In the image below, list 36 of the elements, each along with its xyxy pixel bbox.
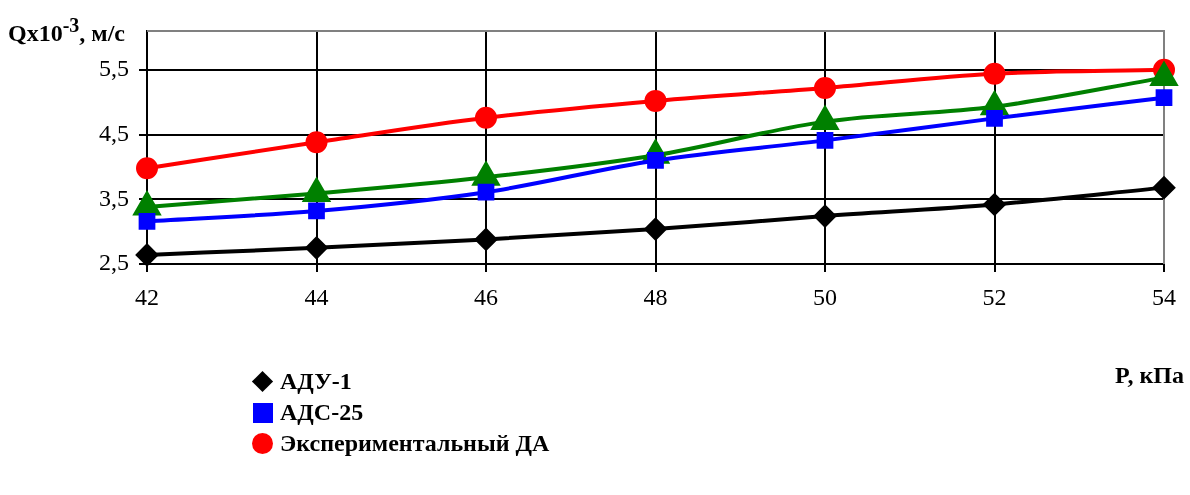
y-tick-label: 5,5 <box>99 55 129 82</box>
legend-label: Экспериментальный ДА <box>280 429 550 458</box>
point <box>644 218 667 241</box>
x-axis-title: P, кПа <box>1115 362 1184 389</box>
point <box>475 228 497 251</box>
point <box>477 183 495 201</box>
x-tick-label: 48 <box>643 283 668 310</box>
point <box>986 110 1003 127</box>
point <box>647 152 664 169</box>
point <box>1155 89 1173 107</box>
point <box>136 243 158 266</box>
point <box>814 76 836 99</box>
point <box>136 157 158 180</box>
legend-label: АДУ-1 <box>280 367 352 396</box>
x-tick-label: 42 <box>135 283 159 310</box>
y-tick-label: 2,5 <box>99 249 129 276</box>
x-tick-label: 44 <box>304 283 329 310</box>
point <box>814 205 836 228</box>
y-axis-title: Qx10$^{-3}$, м/с <box>8 14 126 47</box>
point <box>983 62 1006 85</box>
point <box>475 106 497 129</box>
x-tick-label: 50 <box>813 283 837 310</box>
point <box>1153 176 1175 199</box>
point <box>308 202 325 220</box>
x-tick-label: 46 <box>474 283 498 310</box>
legend-label: АДС-25 <box>280 398 364 427</box>
point <box>816 132 834 149</box>
point <box>305 236 328 259</box>
y-tick-label: 3,5 <box>99 184 129 211</box>
point <box>983 193 1006 216</box>
x-tick-label: 54 <box>1152 283 1176 310</box>
point <box>644 89 667 112</box>
point <box>305 131 328 154</box>
y-tick-label: 4,5 <box>99 119 129 146</box>
x-tick-label: 52 <box>982 283 1007 310</box>
point <box>138 212 156 230</box>
